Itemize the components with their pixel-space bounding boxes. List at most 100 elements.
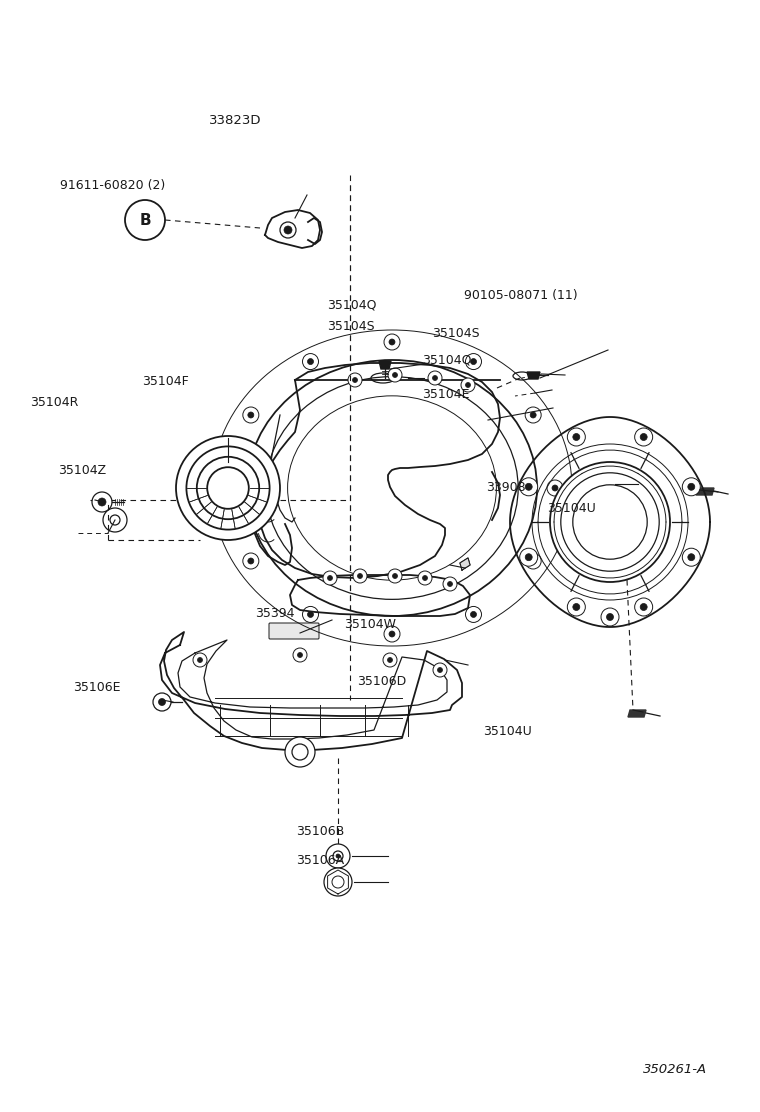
Circle shape xyxy=(207,467,249,509)
Circle shape xyxy=(125,200,165,240)
Circle shape xyxy=(353,377,357,383)
Text: 35106D: 35106D xyxy=(357,675,407,688)
Circle shape xyxy=(470,612,477,617)
Polygon shape xyxy=(460,558,470,570)
Text: 35104S: 35104S xyxy=(327,320,375,334)
Circle shape xyxy=(388,657,392,663)
Text: 35104E: 35104E xyxy=(422,388,470,401)
Circle shape xyxy=(159,698,166,705)
Circle shape xyxy=(432,376,438,380)
Circle shape xyxy=(176,436,280,540)
Circle shape xyxy=(567,428,585,446)
Circle shape xyxy=(640,604,648,610)
Text: 35104W: 35104W xyxy=(344,618,396,632)
Circle shape xyxy=(292,744,308,759)
Circle shape xyxy=(297,653,302,657)
Circle shape xyxy=(197,457,259,519)
Circle shape xyxy=(392,574,397,578)
Text: B: B xyxy=(139,212,150,228)
Polygon shape xyxy=(696,488,714,495)
Circle shape xyxy=(92,492,112,512)
Circle shape xyxy=(221,480,237,496)
Circle shape xyxy=(153,693,171,711)
Circle shape xyxy=(438,667,442,673)
Text: 35106E: 35106E xyxy=(73,681,120,694)
Circle shape xyxy=(186,446,270,529)
Circle shape xyxy=(308,358,313,365)
Text: 35394: 35394 xyxy=(255,607,294,620)
Circle shape xyxy=(389,339,395,345)
Circle shape xyxy=(392,373,397,377)
Circle shape xyxy=(635,428,653,446)
Circle shape xyxy=(573,434,580,440)
Circle shape xyxy=(302,354,318,369)
Circle shape xyxy=(525,554,532,560)
Text: 35104U: 35104U xyxy=(547,502,596,515)
Circle shape xyxy=(530,413,536,418)
Circle shape xyxy=(193,653,207,667)
Circle shape xyxy=(550,461,670,582)
Circle shape xyxy=(567,598,585,616)
Circle shape xyxy=(547,480,563,496)
Circle shape xyxy=(332,876,344,888)
Circle shape xyxy=(465,354,482,369)
Circle shape xyxy=(302,606,318,623)
Circle shape xyxy=(525,484,532,490)
Polygon shape xyxy=(527,373,540,379)
Text: 35104Q: 35104Q xyxy=(422,354,471,367)
Text: 90105-08071 (11): 90105-08071 (11) xyxy=(464,289,578,302)
Circle shape xyxy=(326,844,350,868)
Circle shape xyxy=(561,473,659,572)
Circle shape xyxy=(688,484,695,490)
Circle shape xyxy=(682,478,700,496)
Text: 35106A: 35106A xyxy=(296,854,344,867)
Circle shape xyxy=(243,407,259,423)
Circle shape xyxy=(470,358,477,365)
Circle shape xyxy=(243,553,259,569)
Circle shape xyxy=(357,574,363,578)
Text: 350261-A: 350261-A xyxy=(643,1063,707,1076)
Circle shape xyxy=(98,498,106,506)
Circle shape xyxy=(198,657,202,663)
Text: 35104Q: 35104Q xyxy=(327,298,376,311)
Text: 35104Z: 35104Z xyxy=(58,464,106,477)
Circle shape xyxy=(323,570,337,585)
Circle shape xyxy=(635,598,653,616)
Circle shape xyxy=(336,854,340,858)
Circle shape xyxy=(324,868,352,896)
Polygon shape xyxy=(379,361,391,369)
Circle shape xyxy=(348,373,362,387)
Circle shape xyxy=(573,604,580,610)
Circle shape xyxy=(520,478,537,496)
Circle shape xyxy=(640,434,648,440)
Circle shape xyxy=(384,626,400,642)
Circle shape xyxy=(465,606,482,623)
Ellipse shape xyxy=(513,373,531,380)
Circle shape xyxy=(552,485,558,492)
Circle shape xyxy=(465,383,470,387)
Circle shape xyxy=(428,371,442,385)
Circle shape xyxy=(353,569,367,583)
Text: 35104R: 35104R xyxy=(30,396,79,409)
Circle shape xyxy=(308,612,314,617)
Circle shape xyxy=(443,577,457,590)
Text: 35104S: 35104S xyxy=(432,327,480,340)
Text: 35106B: 35106B xyxy=(296,825,344,838)
Circle shape xyxy=(248,413,254,418)
FancyBboxPatch shape xyxy=(269,623,319,639)
Circle shape xyxy=(248,558,254,564)
Circle shape xyxy=(103,508,127,532)
Circle shape xyxy=(388,368,402,383)
Circle shape xyxy=(606,614,613,620)
Circle shape xyxy=(530,558,536,564)
Circle shape xyxy=(525,553,541,569)
Circle shape xyxy=(284,226,292,234)
Circle shape xyxy=(384,334,400,350)
Circle shape xyxy=(423,576,427,580)
Circle shape xyxy=(389,631,395,637)
Circle shape xyxy=(285,737,315,767)
Circle shape xyxy=(573,485,648,559)
Text: 33908: 33908 xyxy=(486,480,526,494)
Circle shape xyxy=(448,582,452,586)
Circle shape xyxy=(601,608,619,626)
